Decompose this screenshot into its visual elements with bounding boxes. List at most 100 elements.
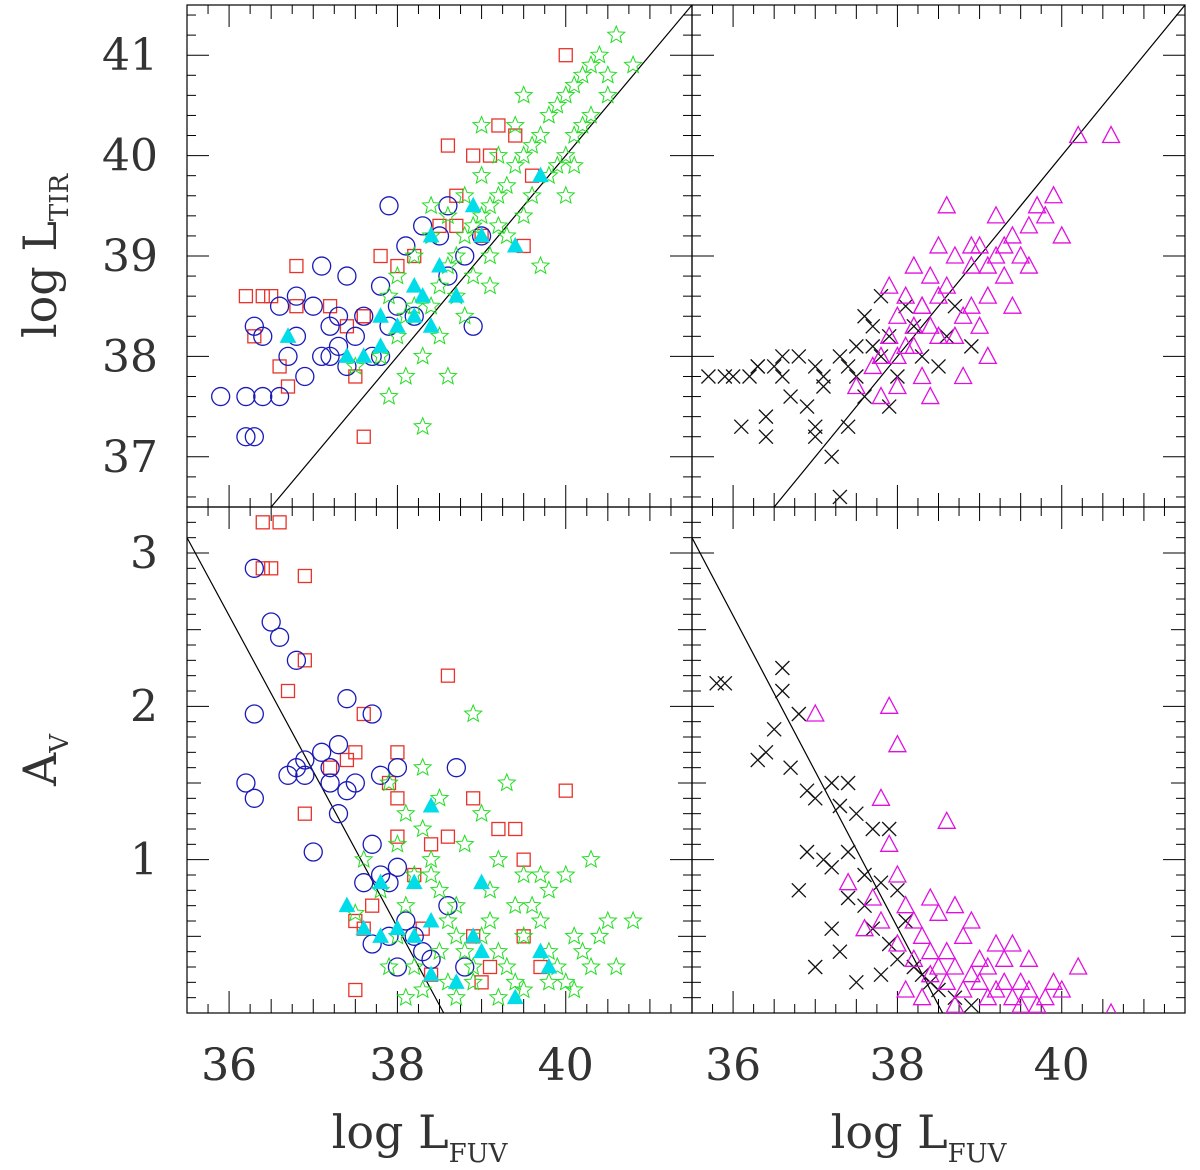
data-point — [412, 416, 433, 436]
cross-stroke — [791, 882, 807, 898]
data-point — [396, 987, 416, 1006]
cross-stroke — [922, 974, 938, 990]
cross-stroke — [783, 760, 799, 776]
data-point — [505, 115, 526, 134]
data-point — [387, 265, 408, 285]
cross-stroke — [709, 675, 725, 691]
data-point — [937, 195, 957, 214]
data-point — [928, 956, 949, 975]
data-point — [937, 810, 957, 829]
data-point — [449, 188, 464, 203]
panel-top-right — [691, 4, 1186, 508]
data-point — [920, 265, 940, 284]
data-point — [898, 913, 914, 929]
data-point — [865, 921, 881, 937]
data-point — [912, 925, 932, 944]
cross-stroke — [889, 882, 905, 898]
cross-stroke — [898, 913, 914, 929]
data-point — [522, 895, 542, 914]
data-point — [1019, 979, 1039, 998]
data-point — [986, 933, 1006, 952]
y-tick-label: 38 — [102, 331, 158, 382]
data-point — [774, 369, 790, 384]
data-point — [488, 145, 509, 164]
cross-stroke — [939, 328, 955, 344]
data-point — [440, 668, 456, 683]
tick-marks — [691, 506, 1186, 1014]
data-point — [1011, 971, 1031, 990]
data-point — [848, 974, 864, 990]
data-point — [295, 366, 315, 387]
data-point — [356, 309, 371, 324]
data-point — [879, 833, 899, 852]
data-point — [438, 366, 458, 385]
series-red-squares — [238, 48, 573, 444]
data-point — [530, 125, 551, 144]
data-point — [750, 358, 766, 374]
cross-stroke — [865, 338, 881, 354]
cross-stroke — [807, 429, 823, 445]
data-point — [236, 427, 256, 447]
reference-line — [692, 537, 944, 1013]
data-point — [488, 941, 509, 960]
data-point — [896, 895, 916, 914]
data-point — [513, 864, 534, 884]
data-point — [269, 296, 290, 316]
data-point — [303, 296, 323, 316]
data-point — [506, 236, 524, 253]
data-point — [312, 742, 332, 762]
data-point — [807, 790, 823, 806]
data-point — [539, 105, 559, 124]
x-axis-title-sub: FUV — [948, 1139, 1008, 1169]
data-point — [396, 803, 416, 822]
data-point — [370, 346, 391, 365]
data-point — [912, 295, 932, 314]
data-layer — [211, 24, 643, 447]
data-point — [236, 386, 256, 407]
data-point — [555, 971, 576, 991]
data-point — [405, 927, 423, 943]
cross-stroke — [857, 898, 873, 914]
data-point — [372, 873, 389, 890]
cross-stroke — [733, 419, 749, 435]
data-point — [322, 760, 338, 775]
cross-stroke — [824, 859, 840, 875]
data-point — [421, 195, 441, 215]
x-tick-label: 40 — [538, 1040, 594, 1091]
data-point — [261, 612, 281, 632]
data-point — [547, 155, 568, 174]
cross-stroke — [807, 358, 823, 374]
cross-stroke — [881, 399, 897, 415]
data-point — [455, 246, 475, 266]
data-point — [362, 704, 382, 724]
y-tick-label: 3 — [130, 528, 158, 579]
data-point — [337, 689, 357, 709]
data-point — [598, 910, 618, 930]
cross-stroke — [857, 867, 873, 883]
data-point — [598, 85, 618, 104]
data-point — [303, 842, 323, 862]
data-point — [278, 346, 298, 367]
data-point — [269, 627, 290, 647]
data-point — [572, 941, 593, 960]
cross-stroke — [881, 821, 897, 837]
data-point — [405, 873, 423, 890]
data-point — [255, 289, 270, 304]
data-point — [454, 225, 475, 245]
cross-stroke — [832, 348, 848, 364]
data-point — [390, 791, 405, 806]
data-point — [297, 568, 312, 584]
data-point — [555, 85, 576, 104]
data-point — [700, 369, 716, 384]
data-point — [278, 765, 298, 785]
data-point — [286, 286, 307, 306]
data-point — [799, 399, 815, 415]
data-point — [873, 288, 889, 304]
data-point — [348, 982, 363, 998]
data-point — [881, 936, 897, 952]
data-point — [994, 948, 1014, 967]
data-point — [339, 752, 355, 768]
cross-stroke — [725, 369, 741, 384]
data-point — [953, 925, 973, 944]
data-layer — [700, 125, 1121, 505]
